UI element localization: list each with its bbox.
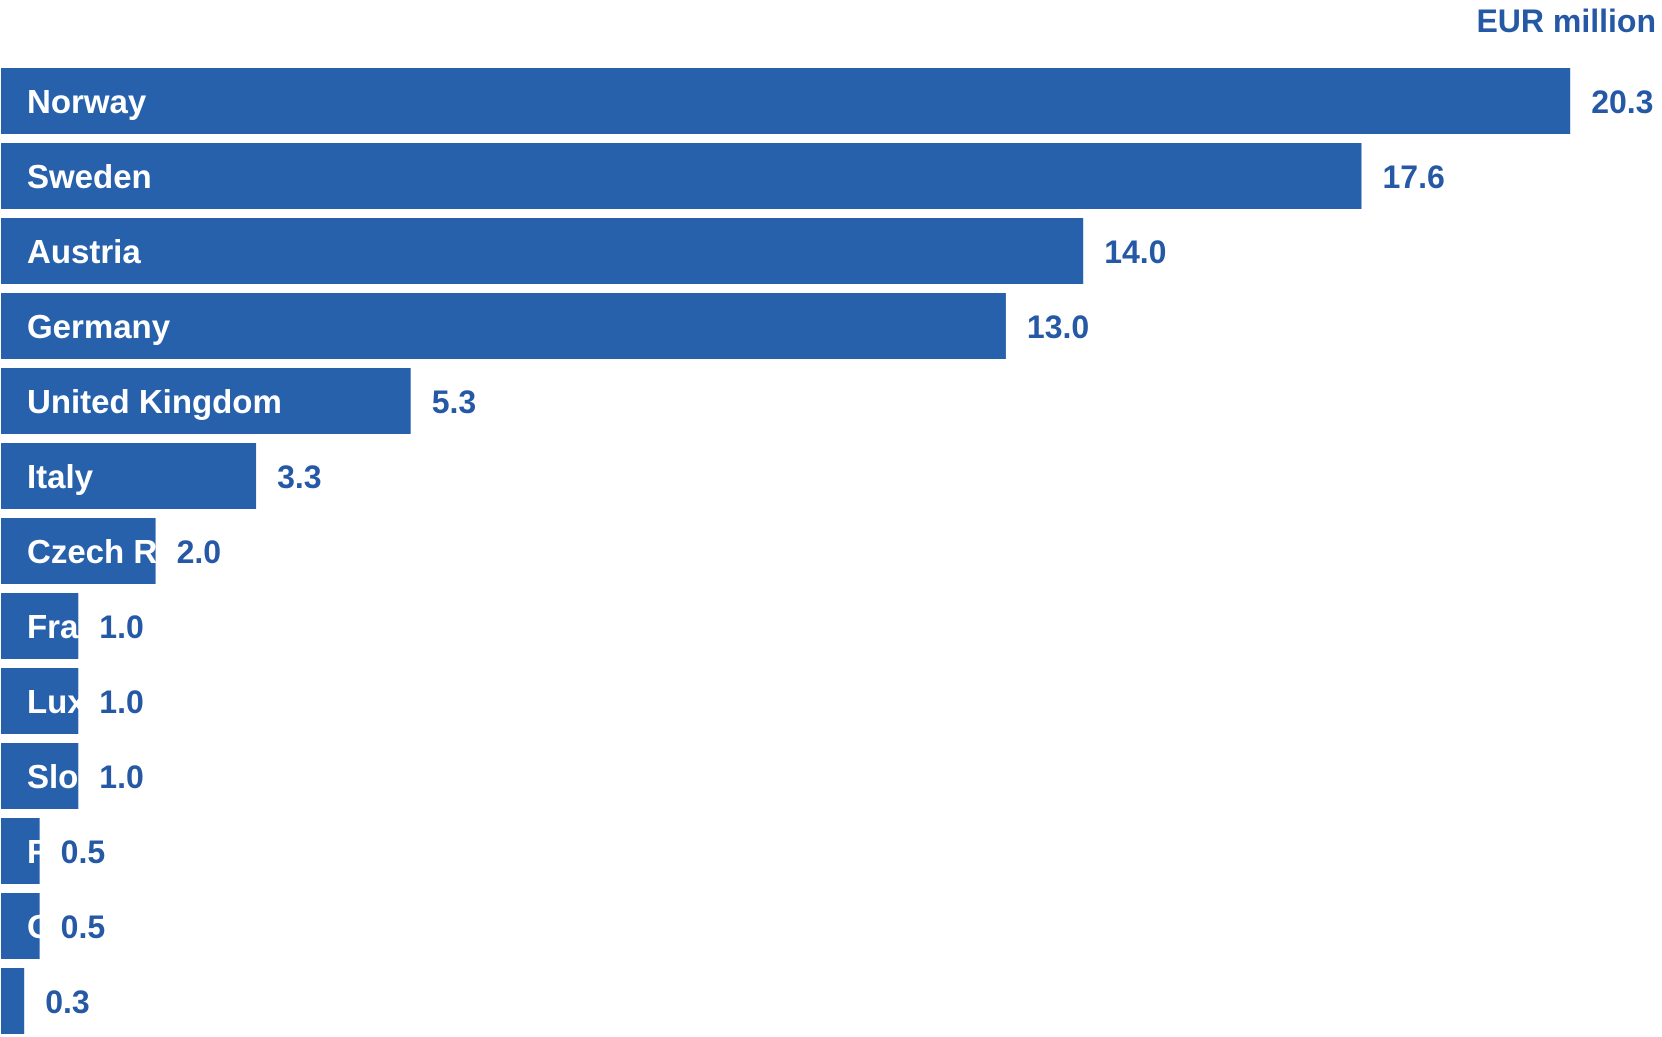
bar-label: Hungary xyxy=(27,983,162,1020)
value-label: 13.0 xyxy=(1027,309,1089,345)
value-label: 0.3 xyxy=(45,984,89,1020)
value-label: 5.3 xyxy=(432,384,476,420)
bar-label: Norway xyxy=(27,83,147,120)
bar-label: Luxembourg xyxy=(27,683,227,720)
bar-united-kingdom xyxy=(1,368,411,434)
value-label: 14.0 xyxy=(1104,234,1166,270)
bar-label: France xyxy=(27,608,135,645)
bar-slovenia xyxy=(1,743,79,809)
value-label: 2.0 xyxy=(177,534,221,570)
bar-france xyxy=(1,593,79,659)
value-label: 1.0 xyxy=(99,759,143,795)
bar-austria xyxy=(1,218,1084,284)
bar-label: Slovenia xyxy=(27,758,163,795)
value-label: 0.5 xyxy=(61,909,105,945)
bar-label: Sweden xyxy=(27,158,152,195)
value-label: 17.6 xyxy=(1382,159,1444,195)
value-label: 0.5 xyxy=(61,834,105,870)
bar-label: Czech Republic xyxy=(27,533,273,570)
bar-label: Austria xyxy=(27,233,141,270)
bar-finland xyxy=(1,818,40,884)
bar-germany xyxy=(1,293,1006,359)
value-label: 1.0 xyxy=(99,609,143,645)
bars-group: Norway 20.3 Sweden 17.6 Austria 14.0 Germany 13… xyxy=(1,68,1653,1034)
bar-luxembourg xyxy=(1,668,79,734)
bar-italy xyxy=(1,443,257,509)
value-label: 1.0 xyxy=(99,684,143,720)
bar-sweden xyxy=(1,143,1362,209)
bar-norway xyxy=(1,68,1571,134)
value-label: 20.3 xyxy=(1591,84,1653,120)
bar-label: Finland xyxy=(27,833,144,870)
bar-label: Greece xyxy=(27,908,139,945)
value-label: 3.3 xyxy=(277,459,321,495)
bar-czech-republic xyxy=(1,518,156,584)
bar-label: Germany xyxy=(27,308,171,345)
unit-label: EUR million xyxy=(1476,3,1656,39)
bar-hungary xyxy=(1,968,25,1034)
bar-greece xyxy=(1,893,40,959)
bar-label: Italy xyxy=(27,458,94,495)
bar-label: United Kingdom xyxy=(27,383,282,420)
